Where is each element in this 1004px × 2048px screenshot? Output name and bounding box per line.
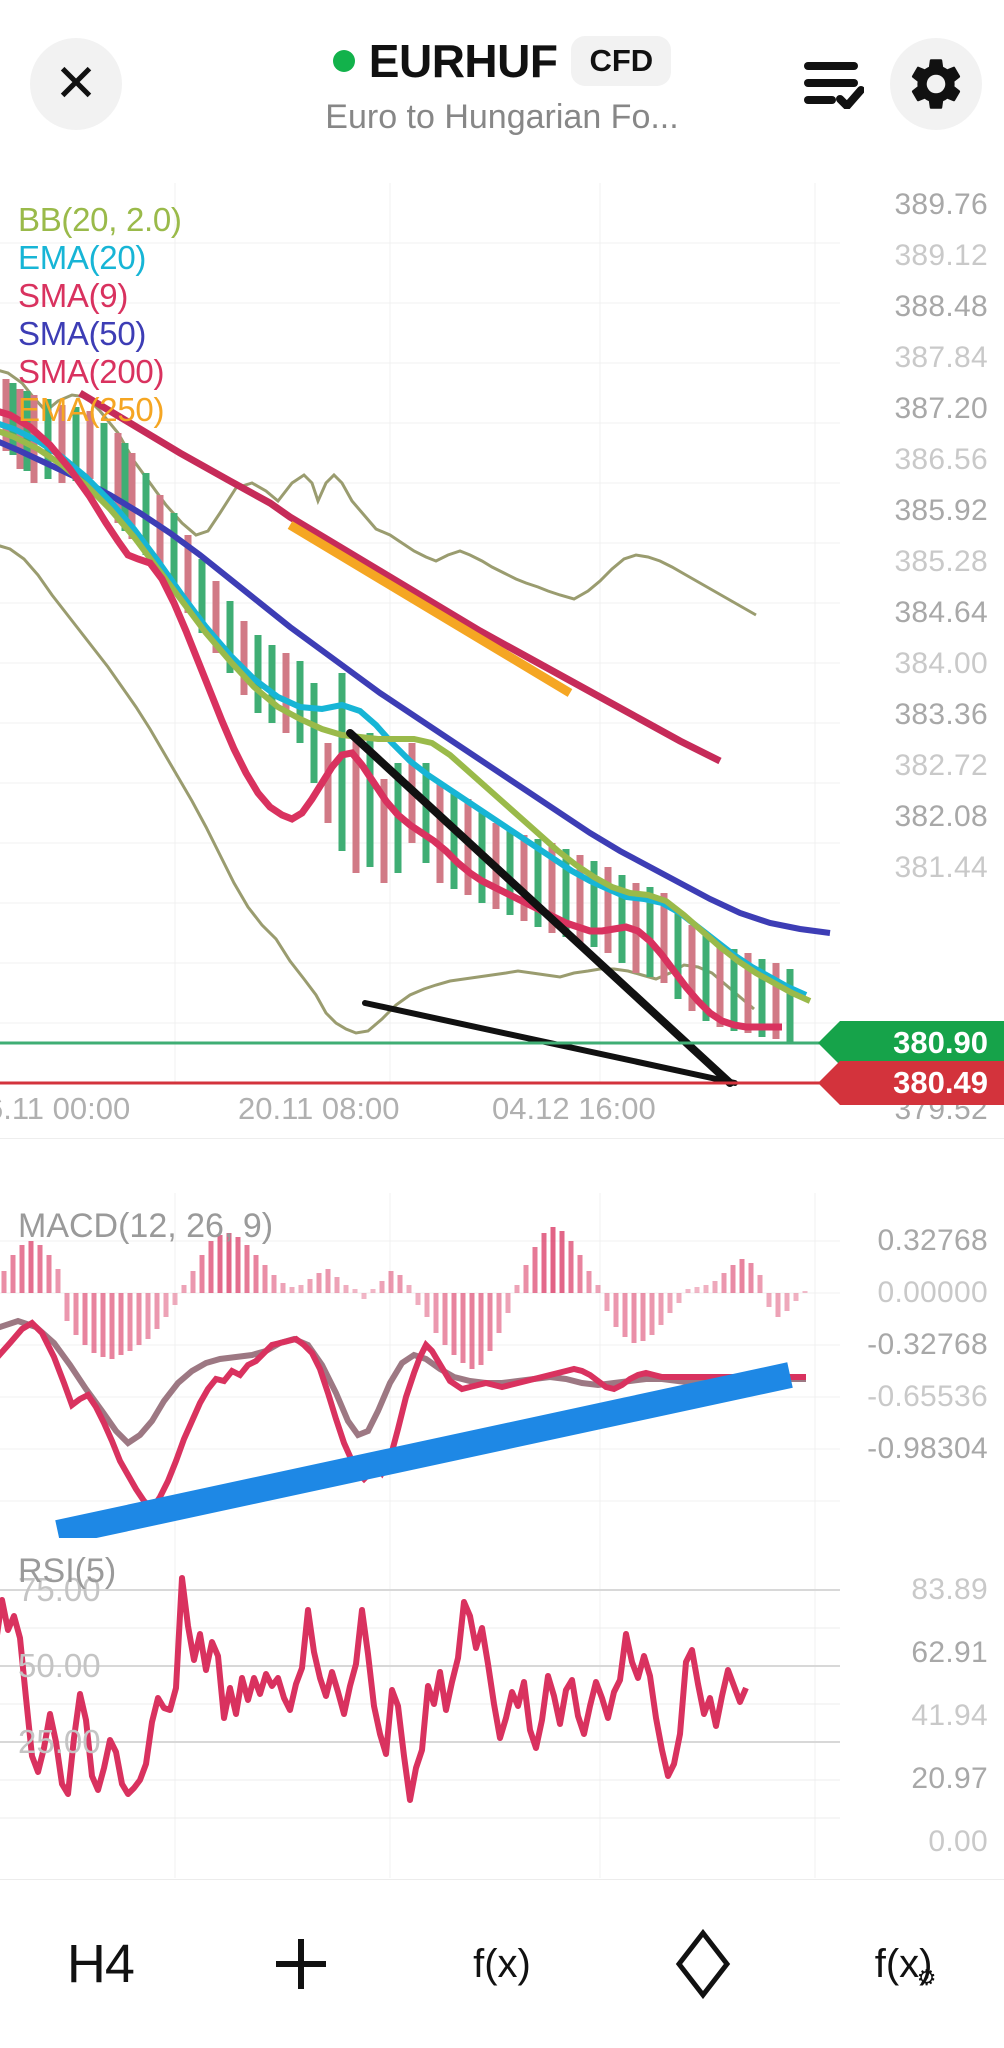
price-tick-385-28: 385.28 bbox=[894, 545, 988, 578]
price-tick-387-84: 387.84 bbox=[894, 341, 988, 374]
descending-resistance-trendline bbox=[346, 729, 734, 1087]
price-tick-383-36: 383.36 bbox=[894, 698, 988, 731]
add-button[interactable] bbox=[201, 1880, 402, 2048]
ask-price-value: 380.49 bbox=[893, 1065, 988, 1100]
macd-histogram bbox=[1, 1227, 808, 1369]
macd-pane[interactable]: MACD(12, 26, 9) 0.32768 0.00000 -0.32768… bbox=[0, 1193, 1004, 1538]
plus-icon bbox=[276, 1939, 327, 1989]
price-tick-386-56: 386.56 bbox=[894, 443, 988, 476]
macd-tick-neg-0-98304: -0.98304 bbox=[867, 1432, 988, 1465]
time-axis: 6.11 00:00 20.11 08:00 04.12 16:00 bbox=[0, 1083, 840, 1138]
price-axis[interactable]: 389.76 389.12 388.48 387.84 387.20 386.5… bbox=[818, 183, 1004, 1138]
rsi-level-25: 25.00 bbox=[18, 1723, 101, 1760]
macd-label[interactable]: MACD(12, 26, 9) bbox=[18, 1207, 274, 1245]
rsi-tick-41-94: 41.94 bbox=[911, 1699, 988, 1732]
list-check-icon bbox=[804, 62, 864, 109]
timeframe-label: H4 bbox=[66, 1934, 135, 1994]
rsi-tick-20-97: 20.97 bbox=[911, 1762, 988, 1795]
ask-badge-pointer bbox=[818, 1061, 840, 1105]
price-tick-384-00: 384.00 bbox=[894, 647, 988, 680]
time-tick-3: 04.12 16:00 bbox=[492, 1091, 656, 1126]
indicators-button[interactable]: f(x) bbox=[402, 1880, 603, 2048]
time-tick-2: 20.11 08:00 bbox=[238, 1091, 400, 1126]
bottom-toolbar: H4 f(x) f(x) ⚙ bbox=[0, 1879, 1004, 2048]
rsi-axis[interactable]: 83.89 62.91 41.94 20.97 0.00 bbox=[840, 1538, 1004, 1878]
sma50-line bbox=[0, 439, 831, 936]
legend-item-sma9[interactable]: SMA(9) bbox=[18, 277, 129, 314]
macd-tick-0-00000: 0.00000 bbox=[877, 1276, 988, 1309]
drawing-tools-button[interactable] bbox=[602, 1880, 803, 2048]
pane-divider bbox=[0, 1138, 1004, 1139]
macd-axis[interactable]: 0.32768 0.00000 -0.32768 -0.65536 -0.983… bbox=[840, 1193, 1004, 1538]
price-tick-389-76: 389.76 bbox=[894, 188, 988, 221]
instrument-title-block: EURHUF CFD Euro to Hungarian Fo... bbox=[0, 34, 1004, 137]
price-pane[interactable]: BB(20, 2.0) EMA(20) SMA(9) SMA(50) SMA(2… bbox=[0, 183, 1004, 1139]
price-tick-388-48: 388.48 bbox=[894, 290, 988, 323]
legend-item-ema20[interactable]: EMA(20) bbox=[18, 239, 147, 276]
price-tick-381-44: 381.44 bbox=[894, 851, 988, 884]
macd-tick-neg-0-32768: -0.32768 bbox=[867, 1328, 988, 1361]
symbol-label: EURHUF bbox=[368, 35, 558, 87]
bid-badge-pointer bbox=[818, 1021, 840, 1065]
rsi-pane[interactable]: RSI(5) 75.00 50.00 25.00 83.89 62.91 41.… bbox=[0, 1538, 1004, 1878]
legend-item-ema250[interactable]: EMA(250) bbox=[18, 391, 165, 428]
macd-chart-svg bbox=[0, 1193, 840, 1538]
macd-plot[interactable]: MACD(12, 26, 9) bbox=[0, 1193, 840, 1538]
rsi-tick-83-89: 83.89 bbox=[911, 1573, 988, 1606]
sma9-line bbox=[0, 408, 782, 1031]
price-tick-389-12: 389.12 bbox=[894, 239, 988, 272]
timeframe-button[interactable]: H4 bbox=[0, 1880, 201, 2048]
rsi-tick-0-00: 0.00 bbox=[928, 1825, 988, 1858]
rsi-level-75: 75.00 bbox=[18, 1571, 101, 1608]
legend-item-sma50[interactable]: SMA(50) bbox=[18, 315, 147, 352]
price-tick-382-72: 382.72 bbox=[894, 749, 988, 782]
rsi-plot[interactable]: RSI(5) 75.00 50.00 25.00 bbox=[0, 1538, 840, 1878]
rsi-tick-62-91: 62.91 bbox=[911, 1636, 988, 1669]
gear-icon-small: ⚙ bbox=[916, 1964, 937, 1990]
macd-tick-neg-0-65536: -0.65536 bbox=[867, 1380, 988, 1413]
bb-lower-band bbox=[0, 544, 755, 1035]
indicator-settings-text: f(x) bbox=[874, 1941, 933, 1986]
price-tick-387-20: 387.20 bbox=[894, 392, 988, 425]
ask-price-badge[interactable]: 380.49 bbox=[818, 1061, 1004, 1105]
chart-container[interactable]: BB(20, 2.0) EMA(20) SMA(9) SMA(50) SMA(2… bbox=[0, 183, 1004, 1880]
macd-ascending-trendline bbox=[55, 1362, 793, 1538]
close-icon: ✕ bbox=[54, 55, 98, 113]
close-button[interactable]: ✕ bbox=[30, 38, 122, 130]
app-header: ✕ EURHUF CFD Euro to Hungarian Fo... bbox=[0, 0, 1004, 183]
bid-price-value: 380.90 bbox=[893, 1025, 988, 1060]
rsi-grid-lines bbox=[174, 1538, 816, 1878]
macd-tick-0-32768: 0.32768 bbox=[877, 1224, 988, 1257]
rsi-chart-svg bbox=[0, 1538, 840, 1878]
diamond-icon bbox=[675, 1929, 730, 1999]
gear-icon bbox=[911, 59, 961, 109]
ema250-line bbox=[287, 521, 573, 697]
price-tick-385-92: 385.92 bbox=[894, 494, 988, 527]
indicator-settings-label: f(x) ⚙ bbox=[874, 1941, 937, 1990]
rsi-line bbox=[0, 1575, 749, 1803]
candlesticks bbox=[2, 379, 794, 1043]
settings-button[interactable] bbox=[890, 38, 982, 130]
legend-item-sma200[interactable]: SMA(200) bbox=[18, 353, 165, 390]
price-plot[interactable]: BB(20, 2.0) EMA(20) SMA(9) SMA(50) SMA(2… bbox=[0, 183, 840, 1138]
indicators-label: f(x) bbox=[473, 1941, 531, 1986]
rsi-level-50: 50.00 bbox=[18, 1647, 101, 1684]
indicator-legend[interactable]: BB(20, 2.0) EMA(20) SMA(9) SMA(50) SMA(2… bbox=[18, 203, 182, 431]
legend-item-bb[interactable]: BB(20, 2.0) bbox=[18, 201, 182, 238]
rsi-label[interactable]: RSI(5) bbox=[18, 1552, 117, 1590]
price-tick-382-08: 382.08 bbox=[894, 800, 988, 833]
price-tick-384-64: 384.64 bbox=[894, 596, 988, 629]
live-status-dot bbox=[332, 50, 355, 72]
price-chart-svg bbox=[0, 183, 840, 1087]
instrument-description: Euro to Hungarian Fo... bbox=[325, 98, 679, 136]
indicator-settings-button[interactable]: f(x) ⚙ bbox=[803, 1880, 1004, 2048]
sma200-line bbox=[78, 389, 722, 765]
watchlist-button[interactable] bbox=[787, 38, 879, 130]
bid-price-badge[interactable]: 380.90 bbox=[818, 1021, 1004, 1065]
symbol-row: EURHUF CFD bbox=[0, 34, 1004, 88]
time-tick-1: 6.11 00:00 bbox=[0, 1091, 131, 1126]
instrument-type-badge: CFD bbox=[571, 36, 672, 86]
bb-upper-band bbox=[0, 369, 757, 617]
